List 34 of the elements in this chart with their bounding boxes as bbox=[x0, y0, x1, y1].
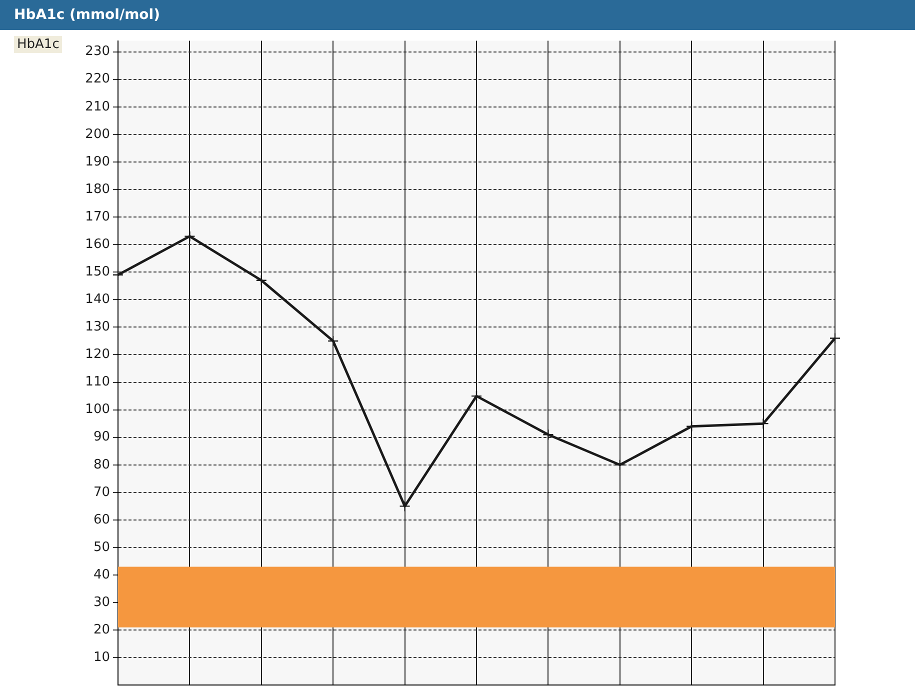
y-axis-title: HbA1c bbox=[14, 36, 62, 53]
y-tick-label: 160 bbox=[85, 236, 110, 252]
y-tick-label: 70 bbox=[93, 484, 110, 500]
y-tick-label: 100 bbox=[85, 402, 110, 418]
point bbox=[470, 390, 482, 402]
point bbox=[112, 269, 124, 280]
y-tick-label: 230 bbox=[85, 44, 110, 60]
point bbox=[399, 500, 410, 512]
y-tick-label: 30 bbox=[93, 594, 110, 610]
point bbox=[184, 230, 196, 242]
y-tick-label: 150 bbox=[85, 264, 110, 280]
y-tick-label: 80 bbox=[93, 457, 110, 472]
y-tick-label: 190 bbox=[85, 154, 110, 170]
y-tick-label: 110 bbox=[85, 374, 110, 390]
point bbox=[542, 429, 554, 440]
y-tick-label: 120 bbox=[85, 347, 110, 362]
y-tick-label: 200 bbox=[85, 126, 110, 142]
point bbox=[328, 335, 339, 347]
y-tick-label: 40 bbox=[93, 567, 110, 582]
y-tick-label: 60 bbox=[93, 512, 110, 528]
y-tick-label: 20 bbox=[93, 622, 110, 638]
y-tick-label: 170 bbox=[85, 209, 110, 224]
point bbox=[614, 459, 626, 470]
point bbox=[256, 274, 267, 286]
point bbox=[829, 332, 841, 344]
y-tick-label: 180 bbox=[85, 182, 110, 197]
y-tick-label: 140 bbox=[85, 292, 110, 308]
y-tick-label: 130 bbox=[85, 320, 110, 335]
y-tick-label: 90 bbox=[93, 430, 110, 445]
y-tick-label: 10 bbox=[93, 650, 110, 666]
y-tick-label: 220 bbox=[85, 72, 110, 87]
y-tick-label: 50 bbox=[93, 540, 110, 555]
y-tick-label: 210 bbox=[85, 99, 110, 114]
chart-title: HbA1c (mmol/mol) bbox=[0, 0, 915, 30]
